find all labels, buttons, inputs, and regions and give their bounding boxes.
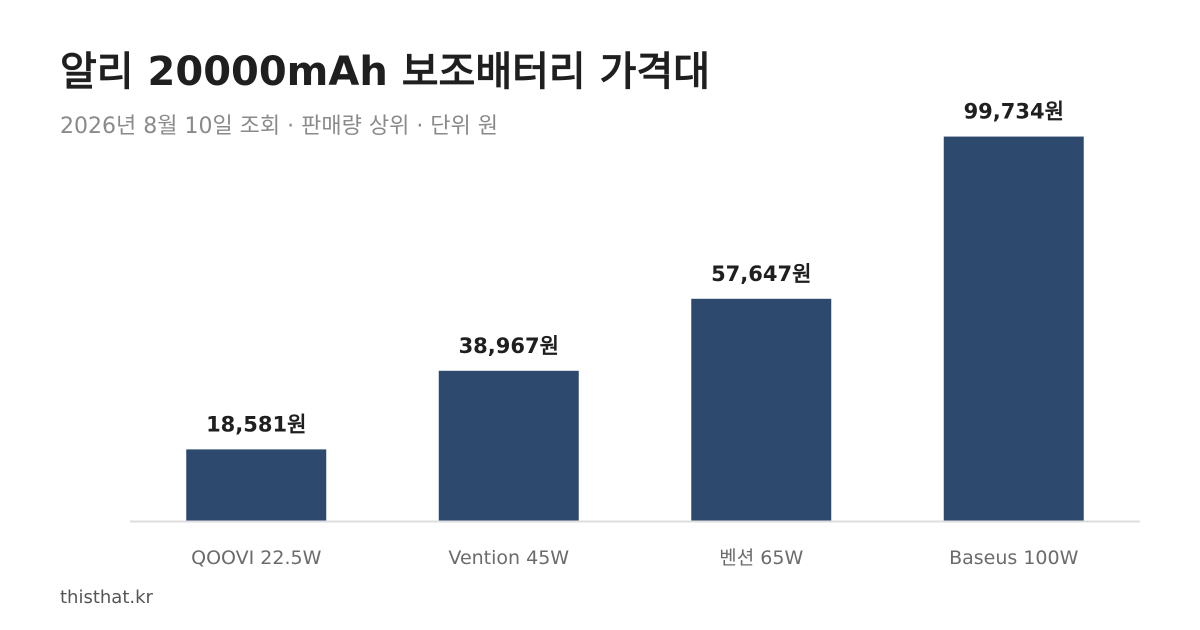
- category-label-1: Vention 45W: [448, 547, 569, 569]
- bar-3: [944, 137, 1084, 521]
- value-label-0: 18,581원: [206, 412, 306, 436]
- bar-0: [186, 449, 326, 521]
- value-label-1: 38,967원: [459, 334, 559, 358]
- category-label-0: QOOVI 22.5W: [191, 547, 321, 569]
- value-label-3: 99,734원: [964, 100, 1064, 124]
- bar-2: [691, 299, 831, 521]
- category-label-3: Baseus 100W: [949, 547, 1079, 569]
- category-label-2: 벤션 65W: [719, 547, 803, 569]
- value-label-2: 57,647원: [711, 262, 811, 286]
- bar-1: [439, 371, 579, 521]
- source-label: thisthat.kr: [60, 587, 153, 608]
